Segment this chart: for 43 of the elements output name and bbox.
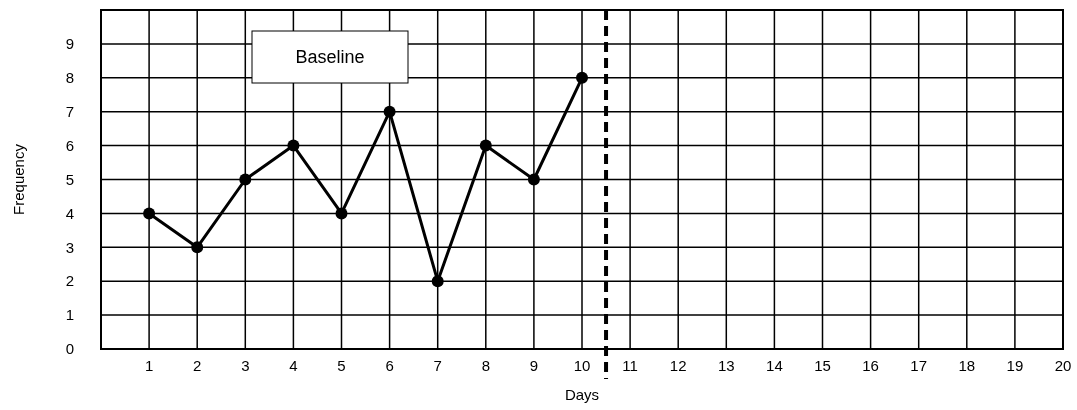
x-tick-label: 20 — [1054, 357, 1072, 374]
x-tick-label: 9 — [529, 357, 539, 374]
y-tick-label: 2 — [65, 272, 75, 290]
x-tick-label: 14 — [766, 357, 783, 374]
x-tick-label: 2 — [193, 357, 202, 374]
point — [191, 241, 204, 254]
point — [335, 207, 348, 220]
point — [287, 139, 300, 152]
x-tick-label: 8 — [481, 357, 490, 374]
x-tick-label: 1 — [144, 357, 154, 374]
x-tick-label: 15 — [814, 357, 831, 374]
y-tick-label: 8 — [65, 69, 75, 87]
point — [479, 139, 492, 152]
x-tick-label: 12 — [669, 357, 687, 374]
annotation: Baseline — [295, 47, 365, 68]
x-tick-label: 11 — [622, 357, 638, 374]
x-tick-label: 4 — [289, 357, 298, 374]
x-tick-label: 19 — [1006, 357, 1024, 374]
point — [383, 105, 396, 118]
x-axis-title: Days — [564, 386, 600, 403]
x-tick-label: 7 — [433, 357, 442, 374]
x-tick-label: 10 — [573, 357, 591, 374]
x-tick-label: 13 — [717, 357, 735, 374]
y-tick-label: 1 — [65, 306, 75, 324]
point — [527, 173, 540, 186]
y-axis-title: Frequency — [10, 143, 27, 215]
point — [239, 173, 252, 186]
point — [576, 71, 588, 84]
x-tick-label: 18 — [958, 357, 976, 374]
y-tick-label: 4 — [65, 204, 75, 222]
point — [143, 207, 156, 220]
y-tick-label: 9 — [65, 35, 75, 53]
y-tick-label: 3 — [65, 238, 75, 256]
y-tick-label: 6 — [65, 136, 75, 154]
point — [431, 275, 444, 288]
x-tick-label: 5 — [337, 357, 346, 374]
y-tick-label: 0 — [65, 340, 75, 358]
x-tick-label: 16 — [862, 357, 879, 374]
y-tick-label: 5 — [65, 170, 75, 188]
x-tick-label: 6 — [385, 357, 394, 374]
x-tick-label: 17 — [910, 357, 928, 374]
x-tick-label: 3 — [241, 357, 250, 374]
y-tick-label: 7 — [65, 102, 75, 120]
